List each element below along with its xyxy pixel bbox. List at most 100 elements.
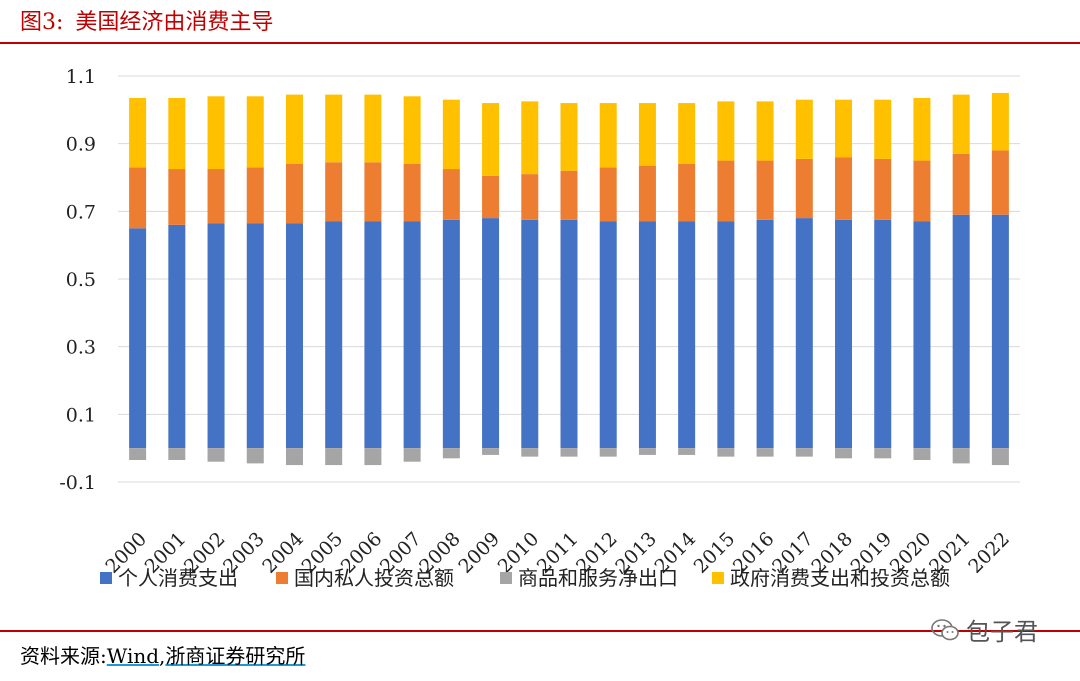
bar-segment <box>168 224 186 449</box>
y-tick-label: 0.9 <box>66 134 96 156</box>
bar-segment <box>560 219 578 449</box>
bar-segment <box>521 448 539 457</box>
bar-segment <box>678 221 696 449</box>
bar-segment <box>599 167 617 222</box>
source-separator: , <box>159 644 166 668</box>
bar-segment <box>952 94 970 154</box>
bar-segment <box>874 448 892 459</box>
bar-segment <box>442 448 460 459</box>
bar-segment <box>638 221 656 449</box>
bar-segment <box>521 174 539 220</box>
bar-segment <box>560 103 578 171</box>
bar-segment <box>285 223 303 449</box>
bar-segment <box>874 99 892 159</box>
figure-title: 图3: 美国经济由消费主导 <box>20 4 273 36</box>
bar-segment <box>207 223 225 449</box>
bar-segment <box>599 448 617 457</box>
bar-segment <box>129 167 147 229</box>
bar-segment <box>835 157 853 220</box>
watermark-text: 包子君 <box>966 618 1038 646</box>
bar-segment <box>207 96 225 170</box>
bar-segment <box>874 219 892 449</box>
bar-segment <box>795 99 813 159</box>
source-wind: Wind <box>106 644 160 668</box>
bar-segment <box>482 218 500 449</box>
bar-segment <box>364 221 382 449</box>
source-label: 资料来源: <box>20 644 107 668</box>
bar-segment <box>521 101 539 175</box>
bar-segment <box>638 448 656 455</box>
bar-segment <box>482 103 500 176</box>
bar-segment <box>795 218 813 449</box>
bar-segment <box>403 96 421 164</box>
bar-segment <box>756 448 774 457</box>
x-tick-label: 2022 <box>964 528 1014 578</box>
bar-segment <box>678 103 696 164</box>
bar-segment <box>599 103 617 168</box>
bar-segment <box>991 92 1009 151</box>
bar-segment <box>129 448 147 461</box>
bar-segment <box>874 158 892 220</box>
bar-segment <box>835 448 853 459</box>
bar-segment <box>952 214 970 449</box>
bar-segment <box>795 158 813 219</box>
bar-segment <box>403 221 421 449</box>
bar-segment <box>364 94 382 163</box>
bar-segment <box>756 219 774 449</box>
x-tick-label: 2009 <box>454 528 504 578</box>
bar-segment <box>246 96 264 168</box>
bar-segment <box>246 448 264 464</box>
bar-segment <box>325 162 343 222</box>
bar-segment <box>482 175 500 219</box>
bar-segment <box>403 448 421 462</box>
legend-label: 国内私人投资总额 <box>294 566 454 590</box>
bar-segment <box>913 97 931 161</box>
bar-segment <box>717 160 735 222</box>
bar-segment <box>403 163 421 222</box>
bar-segment <box>756 160 774 220</box>
bar-segment <box>795 448 813 457</box>
figure-title-text: 美国经济由消费主导 <box>75 10 274 35</box>
bar-segment <box>599 221 617 449</box>
bar-segment <box>442 219 460 449</box>
bar-segment <box>168 448 186 461</box>
legend-label: 商品和服务净出口 <box>518 566 678 590</box>
bar-segment <box>129 228 147 449</box>
bar-segment <box>952 448 970 464</box>
figure-number: 图3: <box>20 10 64 35</box>
legend-swatch <box>500 572 512 584</box>
legend-label: 政府消费支出和投资总额 <box>730 566 950 590</box>
bar-segment <box>325 94 343 163</box>
y-tick-label: -0.1 <box>59 472 96 494</box>
bar-segment <box>325 448 343 466</box>
bar-segment <box>129 97 147 168</box>
bar-segment <box>991 214 1009 449</box>
wechat-icon <box>931 618 959 640</box>
bar-segment <box>207 169 225 224</box>
bar-segment <box>560 170 578 220</box>
y-tick-label: 1.1 <box>66 66 96 88</box>
bar-segment <box>756 101 774 161</box>
bar-segment <box>678 448 696 455</box>
bar-segment <box>442 169 460 220</box>
bar-segment <box>913 448 931 461</box>
bar-segment <box>638 165 656 222</box>
bar-segment <box>207 448 225 462</box>
bar-segment <box>991 150 1009 215</box>
y-tick-label: 0.3 <box>66 337 96 359</box>
legend-label: 个人消费支出 <box>118 566 238 590</box>
bottom-rule <box>0 630 1080 632</box>
stacked-bar-chart: 1.10.90.70.50.30.1-0.1 20002001200220032… <box>59 66 1020 590</box>
bar-segment <box>991 448 1009 466</box>
bar-segment <box>678 163 696 222</box>
watermark: 包子君 <box>930 612 1038 647</box>
bar-segment <box>364 448 382 466</box>
bar-segment <box>285 94 303 164</box>
source-institution: 浙商证券研究所 <box>165 644 306 668</box>
y-axis-ticks: 1.1 0.9 0.7 0.5 0.3 0.1 -0.1 <box>59 66 96 494</box>
bar-segment <box>835 219 853 449</box>
legend-swatch <box>276 572 288 584</box>
legend-swatch <box>100 572 112 584</box>
bar-segment <box>952 153 970 215</box>
bar-segment <box>717 448 735 457</box>
